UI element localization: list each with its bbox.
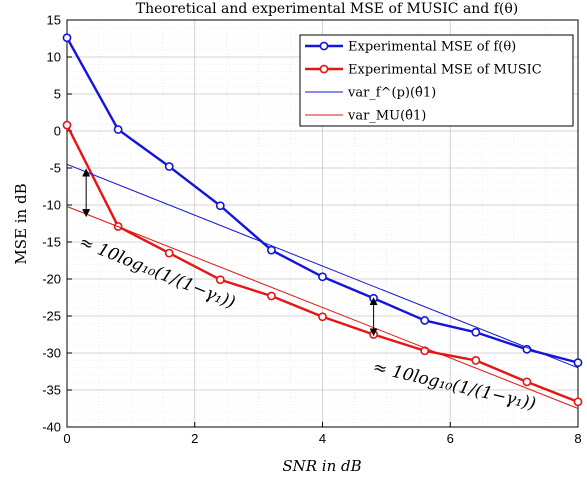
y-tick-label: -5 <box>49 161 61 176</box>
data-point <box>318 312 327 322</box>
legend-label: Experimental MSE of MUSIC <box>348 63 542 78</box>
series-3 <box>66 163 579 369</box>
x-tick-label: 8 <box>574 431 581 446</box>
data-point <box>215 201 225 211</box>
legend-label: var_f^(p)(θ̂1) <box>347 86 436 101</box>
data-point <box>573 397 583 407</box>
y-tick-label: -10 <box>42 198 61 213</box>
data-point <box>522 377 532 387</box>
data-point <box>62 120 72 130</box>
data-point <box>164 248 174 258</box>
series-2 <box>62 120 583 407</box>
y-tick-label: -30 <box>42 346 61 361</box>
data-point <box>318 272 327 282</box>
y-tick-label: 10 <box>47 50 61 65</box>
legend-marker <box>319 64 329 74</box>
legend-marker <box>319 41 329 51</box>
legend-box <box>299 34 574 127</box>
y-tick-label: -15 <box>42 235 61 250</box>
legend-label: Experimental MSE of f(θ) <box>348 40 516 55</box>
series-group <box>62 33 583 409</box>
legend-label: var_MU(θ̂1) <box>347 109 426 124</box>
x-tick-label: 4 <box>319 431 326 446</box>
y-axis-label: MSE in dB <box>12 183 30 264</box>
data-point <box>471 327 481 337</box>
data-point <box>369 293 378 303</box>
data-point <box>420 316 430 325</box>
series-line <box>66 206 579 409</box>
y-tick-label: -35 <box>42 383 61 398</box>
data-point <box>164 162 174 171</box>
y-tick-label: -40 <box>42 420 61 435</box>
series-4 <box>66 206 579 409</box>
x-tick-label: 2 <box>191 431 198 446</box>
series-line <box>66 163 579 369</box>
legend: Experimental MSE of f(θ) Experimental MSE… <box>299 34 574 127</box>
y-tick-label: -20 <box>42 272 61 287</box>
data-point <box>215 275 225 285</box>
data-point <box>266 291 276 301</box>
axis-ticks: 0 2 4 6 8 15 10 5 0 -5 -10 -15 -20 -25 -30 -35 -40 <box>42 13 581 447</box>
x-tick-label: 0 <box>63 431 70 446</box>
y-tick-label: 0 <box>54 124 61 139</box>
chart-title: Theoretical and experimental MSE of MUSI… <box>136 1 519 17</box>
data-point <box>266 245 276 255</box>
data-point <box>471 355 481 365</box>
y-tick-label: -25 <box>42 309 61 324</box>
x-tick-label: 6 <box>447 431 454 446</box>
data-point <box>573 358 583 368</box>
y-tick-label: 5 <box>54 87 61 102</box>
data-point <box>62 33 72 43</box>
y-tick-label: 15 <box>47 13 61 28</box>
x-axis-label: SNR in dB <box>282 457 361 475</box>
data-point <box>113 125 123 134</box>
